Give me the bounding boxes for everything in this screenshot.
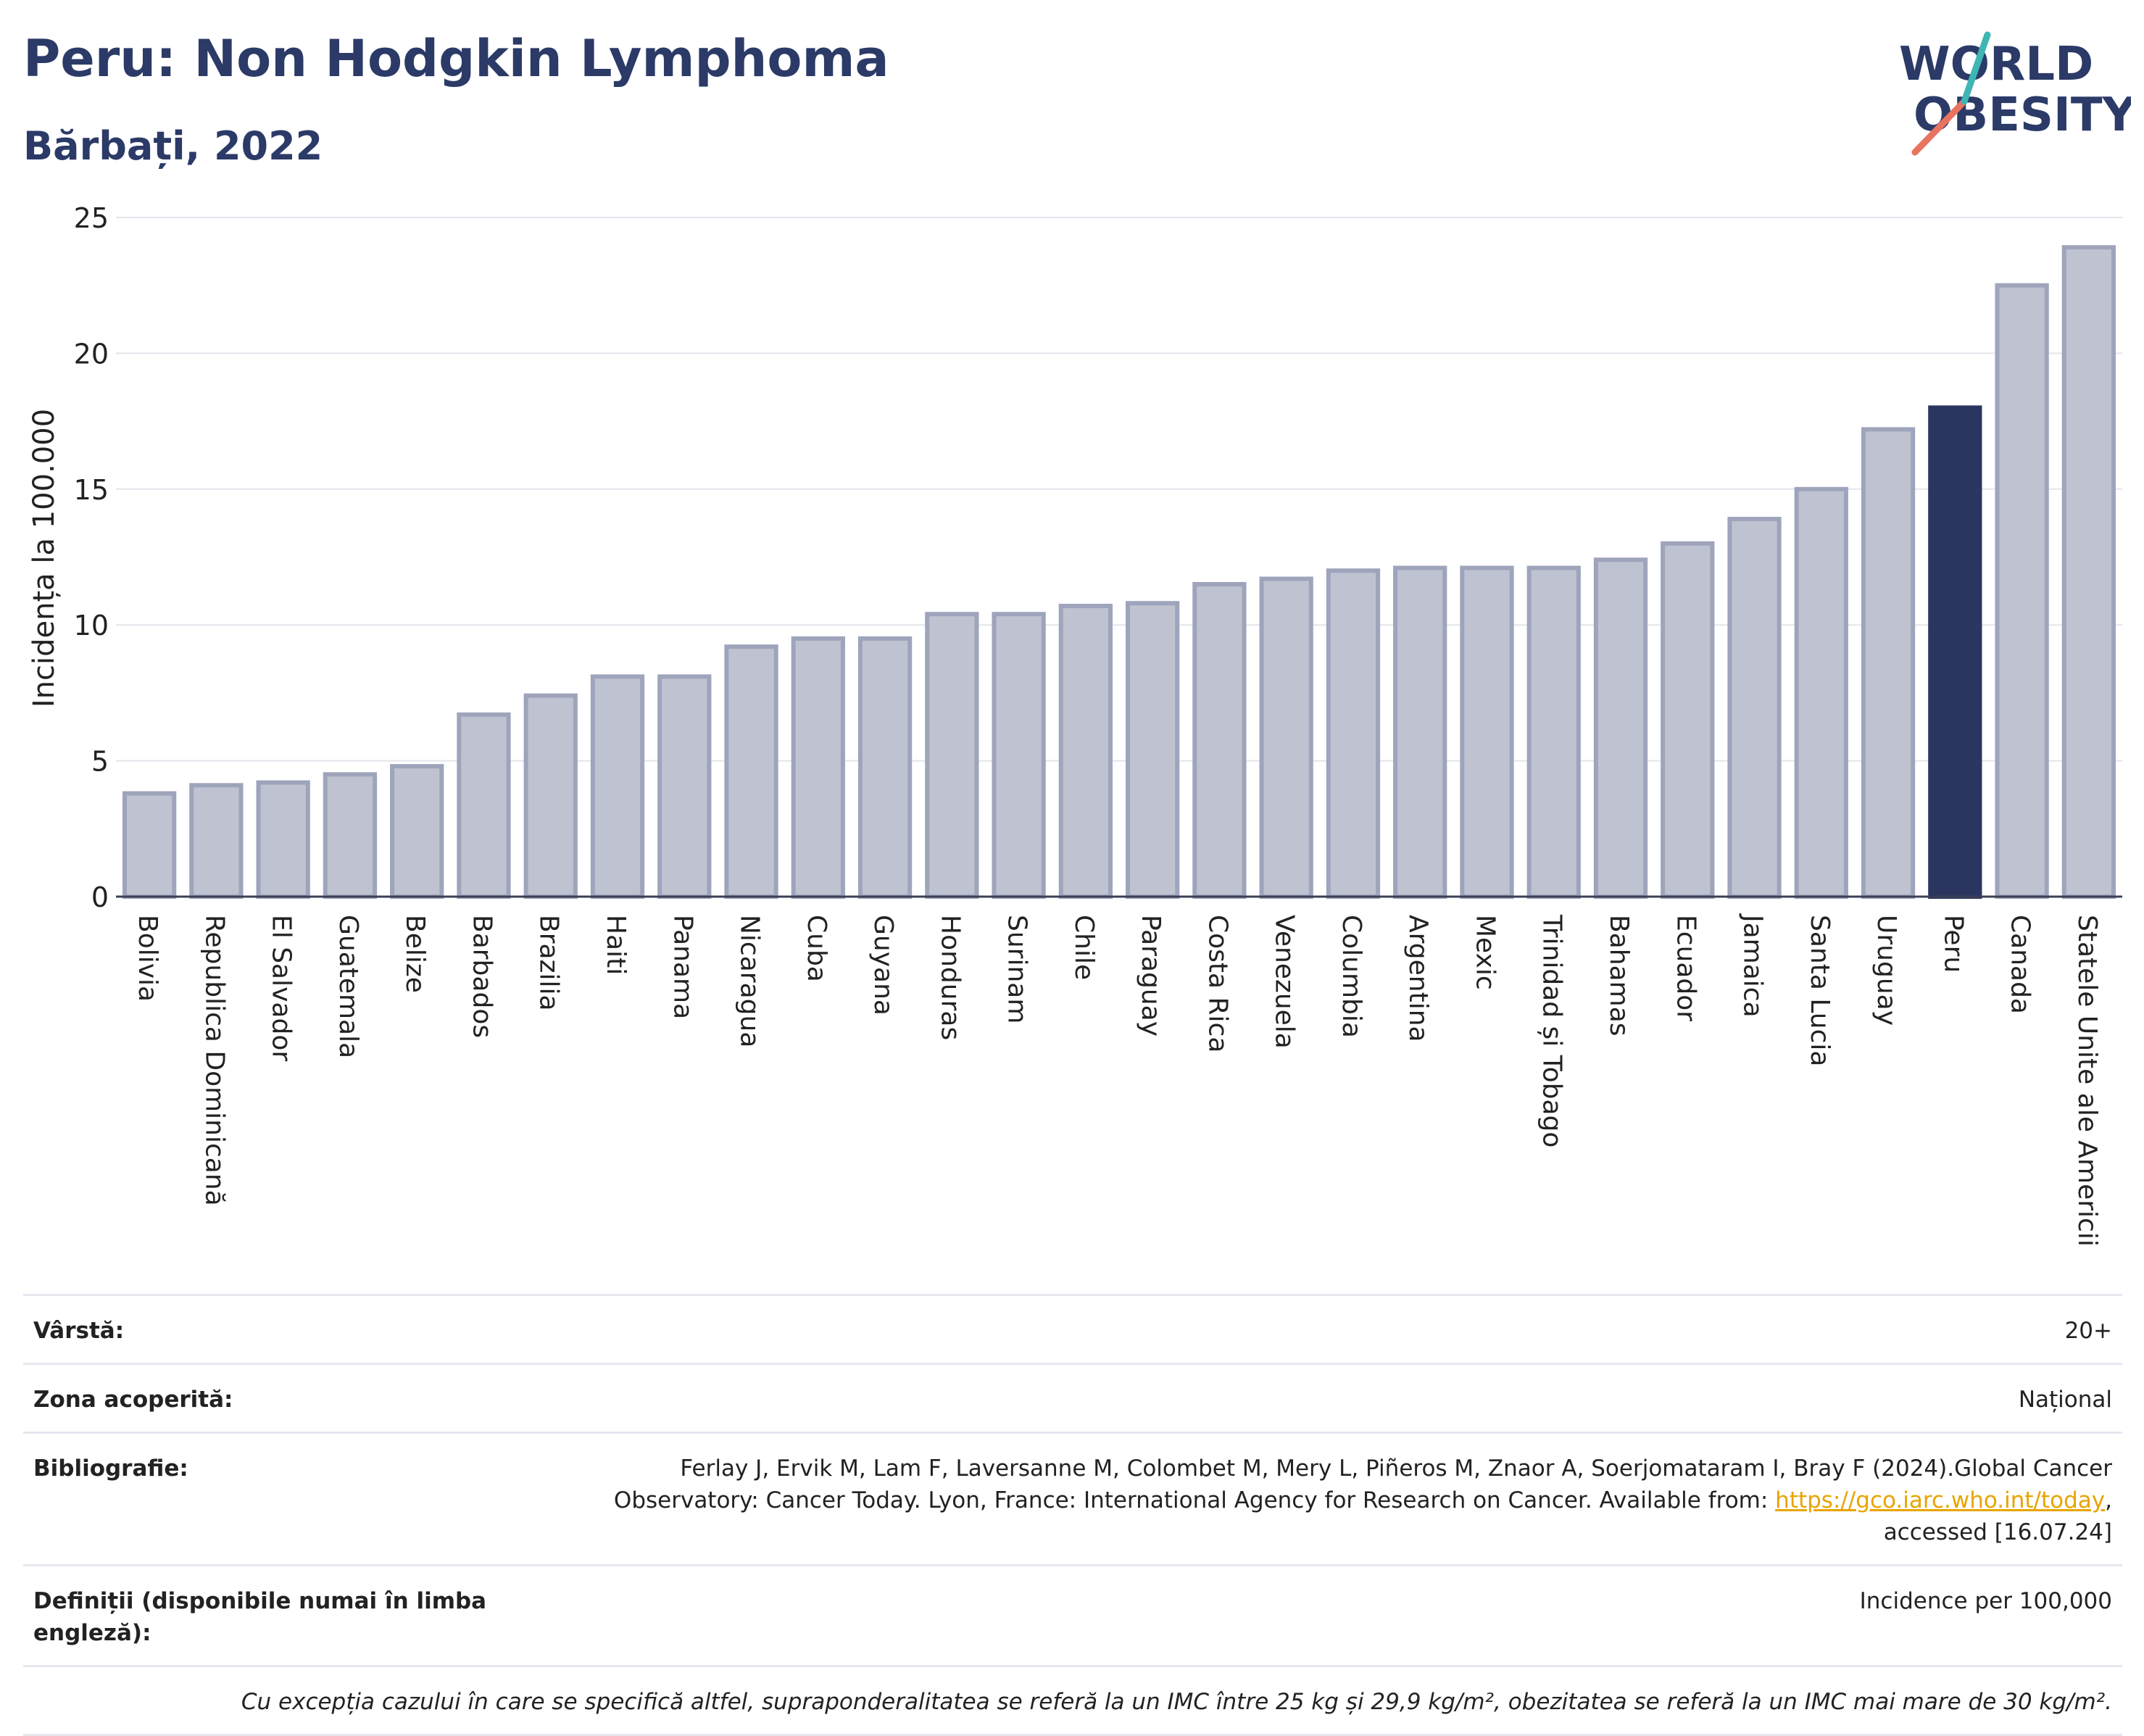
logo-line1: WORLD (1899, 38, 2093, 91)
bibliography-line-1: Ferlay J, Ervik M, Lam F, Laversanne M, … (680, 1455, 2112, 1482)
bar-belize (390, 764, 444, 899)
x-tick-label: Brazilia (534, 915, 564, 1011)
bar-columbia (1326, 568, 1381, 899)
bar-trinidad-i-tobago (1526, 565, 1581, 899)
x-tick-label: Bolivia (133, 915, 162, 1002)
page-title: Peru: Non Hodgkin Lymphoma (23, 29, 889, 88)
metadata-table: Vârstă: 20+ Zona acoperită: Național Bib… (23, 1294, 2122, 1736)
footnote: Cu excepția cazului în care se specifică… (241, 1689, 2112, 1715)
x-tick-label: Canada (2006, 915, 2035, 1014)
y-tick-label: 25 (74, 202, 109, 234)
world-obesity-logo: WORLD OBESITY (1899, 31, 2131, 156)
bar-venezuela (1259, 576, 1313, 899)
x-tick-label: Republica Dominicană (199, 915, 229, 1206)
bar-haiti (590, 674, 645, 899)
y-tick-label: 10 (74, 610, 109, 641)
x-tick-label: Costa Rica (1202, 915, 1232, 1052)
x-tick-label: Guatemala (333, 915, 363, 1058)
bar-chart: 0 5 10 15 20 25 Bolivia Republica Dominicană El… (28, 202, 2122, 1247)
age-label: Vârstă: (33, 1318, 125, 1344)
bar-peru (1928, 405, 1982, 899)
x-tick-label: Belize (400, 915, 430, 993)
x-tick-label: Chile (1069, 915, 1099, 980)
bar-nicaragua (724, 644, 778, 900)
bar-statele-unite-ale-americii (2061, 245, 2116, 899)
y-axis-ticks: 0 5 10 15 20 25 (74, 202, 109, 913)
bar-canada (1995, 283, 2049, 899)
bar-panama (657, 674, 712, 899)
bar-uruguay (1861, 427, 1916, 899)
bibliography-line-2-end: , (2105, 1487, 2112, 1513)
bar-argentina (1393, 565, 1447, 899)
meta-row-area: Zona acoperită: Național (23, 1363, 2122, 1432)
meta-row-age: Vârstă: 20+ (23, 1294, 2122, 1363)
x-tick-label: Surinam (1002, 915, 1032, 1023)
bibliography-link[interactable]: https://gco.iarc.who.int/today (1775, 1487, 2106, 1513)
x-tick-label: Santa Lucia (1805, 915, 1835, 1066)
area-value: Național (2018, 1387, 2112, 1413)
bar-bahamas (1593, 557, 1648, 899)
bar-paraguay (1125, 601, 1180, 899)
x-tick-label: Nicaragua (735, 915, 765, 1047)
x-tick-label: Honduras (935, 915, 965, 1040)
bibliography-line-2-text: Observatory: Cancer Today. Lyon, France:… (613, 1487, 1776, 1513)
x-tick-label: Barbados (467, 915, 496, 1038)
bar-mexic (1460, 565, 1514, 899)
x-tick-label: Statele Unite ale Americii (2072, 915, 2102, 1247)
y-tick-label: 5 (91, 746, 109, 778)
bar-guatemala (323, 772, 378, 899)
x-tick-label: Haiti (601, 915, 631, 975)
x-tick-label: Ecuador (1671, 915, 1700, 1021)
y-tick-label: 20 (74, 338, 109, 370)
chart-bars (122, 245, 2116, 900)
age-value: 20+ (2064, 1318, 2112, 1344)
x-axis-labels: Bolivia Republica Dominicană El Salvador Gu… (133, 913, 2102, 1247)
x-tick-label: Trinidad și Tobago (1537, 914, 1567, 1147)
bar-republica-dominican- (189, 783, 244, 900)
bar-honduras (925, 612, 979, 899)
bar-chile (1058, 603, 1113, 899)
x-tick-label: Panama (668, 915, 697, 1019)
x-tick-label: El Salvador (267, 915, 296, 1061)
x-tick-label: Mexic (1470, 915, 1500, 990)
bar-ecuador (1661, 541, 1715, 899)
bar-costa-rica (1192, 581, 1247, 899)
y-tick-label: 0 (91, 881, 109, 913)
x-tick-label: Guyana (868, 915, 898, 1016)
definitions-value: Incidence per 100,000 (1859, 1588, 2112, 1614)
bibliography-line-2: Observatory: Cancer Today. Lyon, France:… (497, 1484, 2112, 1516)
x-tick-label: Argentina (1403, 915, 1433, 1042)
x-tick-label: Uruguay (1871, 915, 1901, 1026)
y-axis-label: Incidența la 100.000 (28, 409, 61, 707)
bar-brazilia (523, 693, 578, 899)
meta-row-definitions: Definiții (disponibile numai în limba en… (23, 1564, 2122, 1665)
area-label: Zona acoperită: (33, 1387, 233, 1413)
x-tick-label: Cuba (802, 915, 831, 982)
bibliography-label: Bibliografie: (33, 1455, 188, 1482)
meta-row-footnote: Cu excepția cazului în care se specifică… (23, 1665, 2122, 1736)
x-tick-label: Bahamas (1604, 915, 1634, 1037)
bar-cuba (791, 636, 845, 899)
x-tick-label: Paraguay (1136, 915, 1166, 1037)
bar-santa-lucia (1794, 486, 1848, 899)
definitions-label: Definiții (disponibile numai în limba en… (33, 1588, 487, 1646)
bar-guyana (857, 636, 913, 899)
x-tick-label: Venezuela (1270, 915, 1300, 1049)
bar-bolivia (122, 791, 177, 900)
x-tick-label: Jamaica (1738, 913, 1768, 1018)
page-subtitle: Bărbați, 2022 (23, 123, 323, 169)
bar-surinam (992, 612, 1046, 899)
bar-el-salvador (256, 780, 310, 899)
meta-row-bibliography: Bibliografie: Ferlay J, Ervik M, Lam F, … (23, 1432, 2122, 1564)
bibliography-value: Ferlay J, Ervik M, Lam F, Laversanne M, … (497, 1453, 2112, 1548)
bar-barbados (457, 712, 511, 899)
bibliography-line-3: accessed [16.07.24] (1883, 1519, 2112, 1545)
bar-jamaica (1727, 517, 1782, 899)
x-tick-label: Columbia (1337, 915, 1366, 1038)
y-tick-label: 15 (74, 474, 109, 506)
x-tick-label: Peru (1938, 915, 1968, 973)
chart-grid (116, 217, 2122, 762)
